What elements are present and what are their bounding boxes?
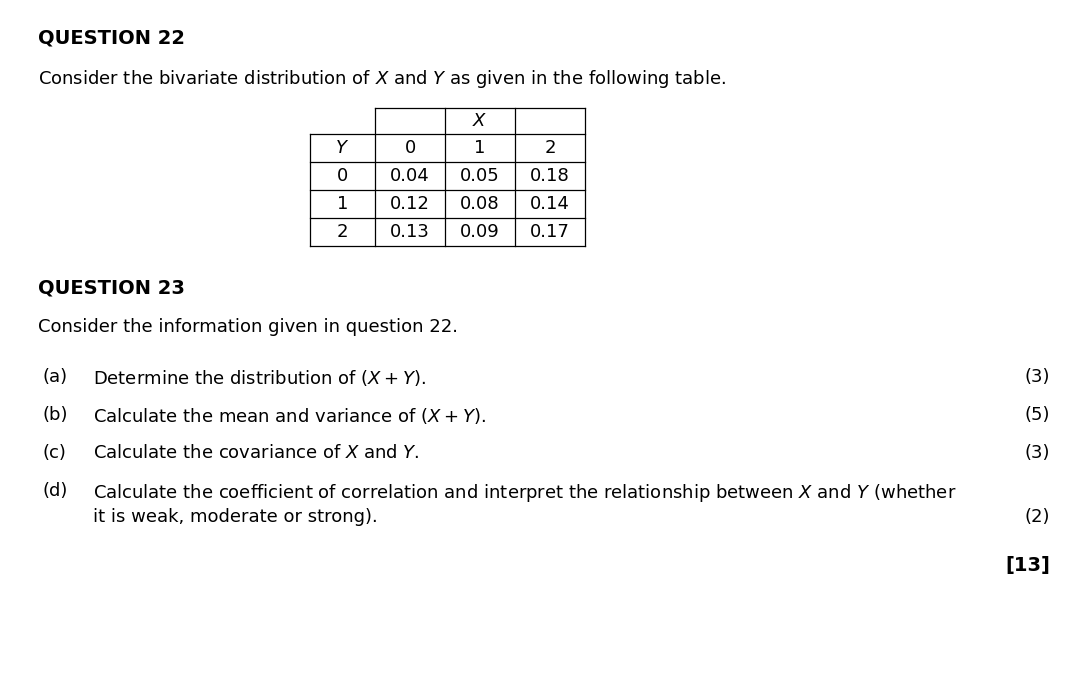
Text: (2): (2) [1025, 508, 1050, 526]
Text: it is weak, moderate or strong).: it is weak, moderate or strong). [93, 508, 378, 526]
Text: 0.04: 0.04 [390, 167, 430, 185]
Text: 1: 1 [474, 139, 486, 157]
Text: (c): (c) [43, 444, 67, 462]
Text: (3): (3) [1025, 444, 1050, 462]
Text: 0: 0 [404, 139, 416, 157]
Text: 0.08: 0.08 [460, 195, 500, 213]
Text: 0: 0 [337, 167, 348, 185]
Text: (b): (b) [43, 406, 68, 424]
Text: QUESTION 22: QUESTION 22 [38, 28, 185, 47]
Text: 2: 2 [337, 223, 348, 241]
Text: Calculate the covariance of $X$ and $Y$.: Calculate the covariance of $X$ and $Y$. [93, 444, 420, 462]
Text: $Y$: $Y$ [336, 139, 350, 157]
Text: 0.14: 0.14 [530, 195, 570, 213]
Text: (5): (5) [1025, 406, 1050, 424]
Text: 1: 1 [337, 195, 348, 213]
Text: Consider the information given in question 22.: Consider the information given in questi… [38, 318, 458, 336]
Text: 2: 2 [544, 139, 556, 157]
Text: 0.13: 0.13 [390, 223, 430, 241]
Text: Consider the bivariate distribution of $X$ and $Y$ as given in the following tab: Consider the bivariate distribution of $… [38, 68, 726, 90]
Text: Calculate the mean and variance of $(X + Y)$.: Calculate the mean and variance of $(X +… [93, 406, 486, 426]
Text: (3): (3) [1025, 368, 1050, 386]
Text: (a): (a) [43, 368, 68, 386]
Text: Calculate the coefficient of correlation and interpret the relationship between : Calculate the coefficient of correlation… [93, 482, 957, 504]
Text: $X$: $X$ [472, 112, 488, 130]
Text: 0.12: 0.12 [390, 195, 430, 213]
Text: Determine the distribution of $(X + Y)$.: Determine the distribution of $(X + Y)$. [93, 368, 426, 388]
Text: [13]: [13] [1005, 556, 1050, 575]
Text: 0.18: 0.18 [530, 167, 570, 185]
Text: (d): (d) [43, 482, 68, 500]
Text: 0.09: 0.09 [460, 223, 500, 241]
Text: 0.17: 0.17 [530, 223, 570, 241]
Text: 0.05: 0.05 [460, 167, 500, 185]
Text: QUESTION 23: QUESTION 23 [38, 278, 185, 297]
